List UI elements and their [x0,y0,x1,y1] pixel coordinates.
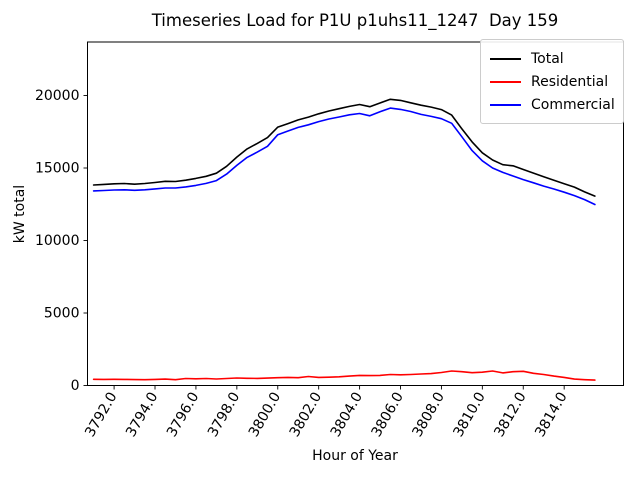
y-tick-label: 15000 [35,161,80,177]
series-line-total [92,98,596,197]
axes-frame [87,41,624,386]
legend-item-commercial: Commercial [490,93,615,116]
x-tick-label: 3798.0 [205,390,243,440]
legend-label-commercial: Commercial [531,96,615,113]
total-line-sample-icon [490,57,521,60]
series-line-commercial [92,107,596,206]
legend-item-residential: Residential [490,70,615,93]
y-axis-label: kW total [12,184,28,244]
commercial-line-sample-icon [490,103,521,106]
x-tick-label: 3794.0 [123,390,161,440]
x-tick-label: 3804.0 [328,390,366,440]
x-tick-label: 3808.0 [410,390,448,440]
x-axis-label: Hour of Year [312,448,398,464]
x-tick-label: 3796.0 [164,390,202,440]
y-tick-label: 10000 [35,233,80,249]
x-tick-label: 3806.0 [369,390,407,440]
x-tick-label: 3810.0 [450,390,488,440]
y-tick-label: 20000 [35,88,80,104]
y-tick-label: 5000 [44,306,80,322]
x-tick-label: 3814.0 [532,390,570,440]
legend-item-total: Total [490,47,615,70]
y-tick-label: 0 [71,378,80,394]
x-tick-label: 3802.0 [287,390,325,440]
legend-label-residential: Residential [531,73,609,90]
legend: Total Residential Commercial [480,39,624,124]
x-tick-label: 3800.0 [246,390,284,440]
chart-title: Timeseries Load for P1U p1uhs11_1247 Day… [151,11,559,30]
residential-line-sample-icon [490,80,521,83]
legend-label-total: Total [531,50,564,67]
x-tick-label: 3792.0 [82,390,120,440]
series-line-residential [92,370,596,381]
x-tick-label: 3812.0 [491,390,529,440]
